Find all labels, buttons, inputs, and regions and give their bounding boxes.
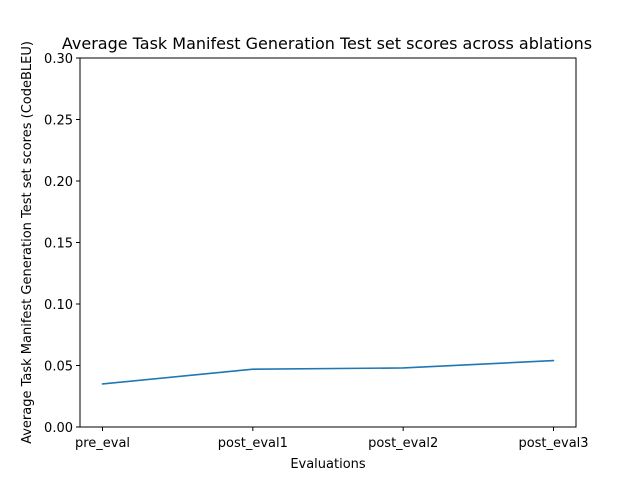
x-tick-label: pre_eval	[75, 436, 130, 451]
plot-frame	[79, 57, 577, 428]
y-axis-label: Average Task Manifest Generation Test se…	[20, 41, 35, 444]
chart-title: Average Task Manifest Generation Test se…	[62, 34, 592, 53]
y-tick-label: 0.25	[44, 114, 73, 129]
y-tick-label: 0.00	[44, 421, 73, 436]
series-line-0	[101, 359, 555, 385]
y-tick-label: 0.20	[44, 175, 73, 190]
y-axis-ticks: 0.00 0.05 0.10 0.15 0.20 0.25 0.30	[44, 52, 80, 436]
x-axis-label: Evaluations	[290, 457, 366, 472]
y-tick-label: 0.05	[44, 360, 73, 375]
y-tick-label: 0.30	[44, 52, 73, 67]
x-axis-ticks: pre_eval post_eval1 post_eval2 post_eval3	[75, 427, 589, 451]
x-tick-label: post_eval2	[368, 436, 438, 451]
y-tick-label: 0.15	[44, 237, 73, 252]
y-tick-label: 0.10	[44, 298, 73, 313]
series-group	[101, 359, 555, 385]
x-tick-label: post_eval1	[218, 436, 288, 451]
x-tick-label: post_eval3	[518, 436, 588, 451]
